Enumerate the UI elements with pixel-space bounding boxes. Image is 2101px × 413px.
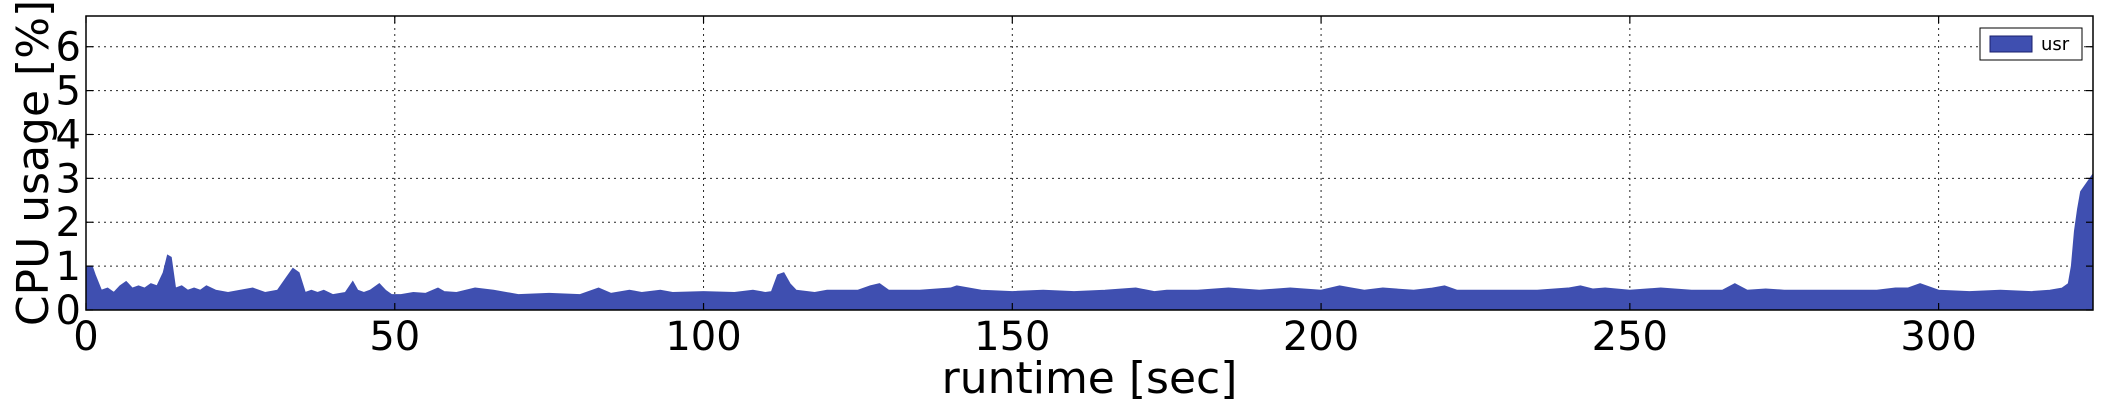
- x-tick-label-150: 150: [974, 314, 1050, 360]
- series-area-usr: [85, 172, 2094, 311]
- x-tick-label-300: 300: [1900, 314, 1976, 360]
- y-axis-label: CPU usage [%]: [8, 0, 59, 326]
- grid: [86, 16, 2093, 310]
- series-area-group: [85, 172, 2094, 311]
- y-tick-label-1: 1: [56, 244, 81, 290]
- x-axis-ticks: 0 50 100 150 200 250 300: [73, 16, 1977, 360]
- x-tick-label-50: 50: [369, 314, 420, 360]
- x-tick-label-0: 0: [73, 314, 98, 360]
- y-tick-label-2: 2: [56, 200, 81, 246]
- legend: usr: [1979, 27, 2083, 61]
- legend-label-usr: usr: [2041, 34, 2070, 55]
- plot-frame: [85, 15, 2094, 311]
- x-tick-label-100: 100: [665, 314, 741, 360]
- y-tick-label-3: 3: [56, 156, 81, 202]
- x-axis-label: runtime [sec]: [942, 353, 1238, 404]
- y-tick-label-4: 4: [56, 112, 81, 158]
- x-tick-label-250: 250: [1592, 314, 1668, 360]
- y-tick-label-6: 6: [56, 25, 81, 71]
- y-tick-label-0: 0: [56, 288, 81, 334]
- legend-swatch-usr: [1989, 35, 2033, 53]
- x-tick-label-200: 200: [1283, 314, 1359, 360]
- y-tick-label-5: 5: [56, 69, 81, 115]
